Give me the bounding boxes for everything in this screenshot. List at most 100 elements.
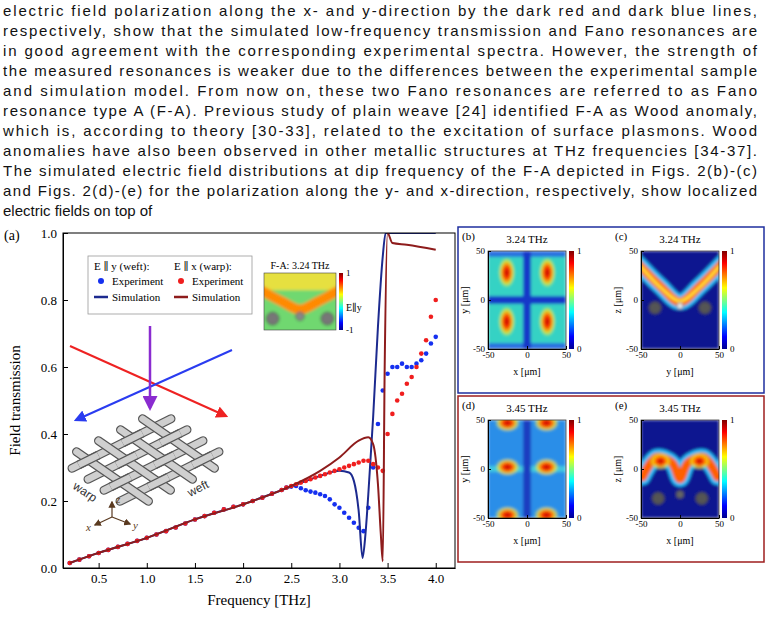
inset-frame (264, 273, 336, 330)
field-panel: -50050-5005001(d)3.45 THzx [μm]y [μm] (458, 396, 611, 562)
data-point (385, 432, 390, 437)
axis: -50 0 50 (626, 246, 644, 354)
thread (123, 433, 143, 443)
wire-section (699, 302, 711, 314)
thread (117, 455, 137, 465)
axis: -50050 (636, 515, 725, 529)
legend-title: E ∥ x (warp): (174, 260, 232, 273)
panel-frame (458, 227, 611, 393)
tick-mark (488, 251, 491, 252)
data-point (419, 358, 424, 363)
field-hotspot (650, 452, 672, 470)
x-axis-title: x [μm] (513, 366, 540, 377)
tick-mark (719, 346, 720, 349)
text-line: respectively, show that the simulated lo… (3, 22, 757, 39)
field-hotspot (495, 420, 520, 432)
tick-mark (291, 563, 292, 568)
arrow (149, 326, 152, 408)
thread-outline (79, 455, 99, 465)
colorbar-label: 1 (577, 415, 582, 425)
x-axis-title: Frequency [THz] (207, 592, 311, 608)
legend: E ∥ y (weft):E ∥ x (warp):ExperimentSimu… (88, 256, 252, 314)
tick-mark (339, 563, 340, 568)
tick-label: 0 (481, 295, 486, 305)
data-point (405, 381, 410, 386)
colorbar-label: 0 (730, 344, 735, 354)
data-point (433, 335, 438, 340)
field-hotspot (534, 420, 559, 432)
data-point (347, 515, 352, 520)
data-point (327, 497, 332, 502)
tick: 50 (629, 415, 644, 425)
data-point (409, 375, 414, 380)
field-hotspot (534, 458, 559, 476)
panel-frame (611, 396, 764, 562)
thread (111, 477, 131, 487)
data-point (424, 351, 429, 356)
field-map (488, 420, 566, 518)
legend-label: Experiment (112, 275, 163, 287)
tick-mark (527, 515, 528, 518)
y-axis-title: y [μm] (459, 455, 470, 482)
text-line: The simulated electric field distributio… (3, 162, 757, 179)
tick-label: 2.0 (235, 571, 251, 586)
tick-label: 0 (634, 295, 639, 305)
tick: 0.4 (41, 427, 68, 442)
body-text: electric field polarization along the x-… (2, 2, 758, 219)
field-band (264, 273, 336, 290)
panel-label: (a) (4, 228, 20, 244)
tick-mark (641, 469, 644, 470)
data-point (299, 486, 304, 491)
legend-label: Experiment (192, 275, 243, 287)
tick: 50 (629, 246, 644, 256)
legend-swatch (178, 278, 184, 284)
tick: 0 (525, 515, 530, 529)
series-line (70, 233, 436, 563)
tick-mark (641, 420, 644, 421)
x-axis-title: y [μm] (666, 366, 693, 377)
data-point (332, 469, 337, 474)
text-line: electric field polarization along the x-… (3, 2, 757, 19)
tick-label: 1.5 (187, 571, 203, 586)
data-point (429, 341, 434, 346)
text-line: and simulation model. From now on, these… (3, 82, 757, 99)
weave-label: warp (69, 478, 99, 505)
legend-label: Simulation (112, 291, 161, 303)
data-point (313, 475, 318, 480)
data-point (352, 462, 357, 467)
thread (161, 433, 181, 443)
tick: 0 (634, 464, 645, 474)
thread (79, 455, 99, 465)
tick-mark (243, 563, 244, 568)
field-hotspot (495, 506, 520, 518)
colorbar (339, 273, 343, 330)
data-point (361, 459, 366, 464)
tick-mark (680, 346, 681, 349)
tick: 0.5 (91, 563, 107, 586)
tick-mark (641, 251, 644, 252)
data-point (390, 365, 395, 370)
tick-label: -50 (626, 344, 638, 354)
data-point (342, 465, 347, 470)
text-line: in good agreement with the corresponding… (3, 42, 758, 59)
tick-mark (488, 420, 491, 421)
wire-section (677, 303, 683, 309)
colorbar (569, 251, 574, 349)
text-line: resonance type A (F-A). Previous study o… (3, 102, 757, 119)
data-point (303, 488, 308, 493)
colorbar-label: 1 (346, 268, 351, 278)
axis-line (64, 568, 456, 569)
map-frame (641, 420, 719, 518)
data-point (356, 460, 361, 465)
field-band (641, 263, 719, 302)
tick-label: 0 (525, 350, 530, 360)
field-band (523, 420, 531, 518)
tick-label: 0.4 (41, 427, 58, 442)
tick-label: 50 (562, 350, 572, 360)
thread (155, 455, 175, 465)
tick-mark (641, 349, 644, 350)
data-point (332, 502, 337, 507)
tick: 4.0 (428, 563, 444, 586)
data-point (395, 398, 400, 403)
data-point (405, 365, 410, 370)
